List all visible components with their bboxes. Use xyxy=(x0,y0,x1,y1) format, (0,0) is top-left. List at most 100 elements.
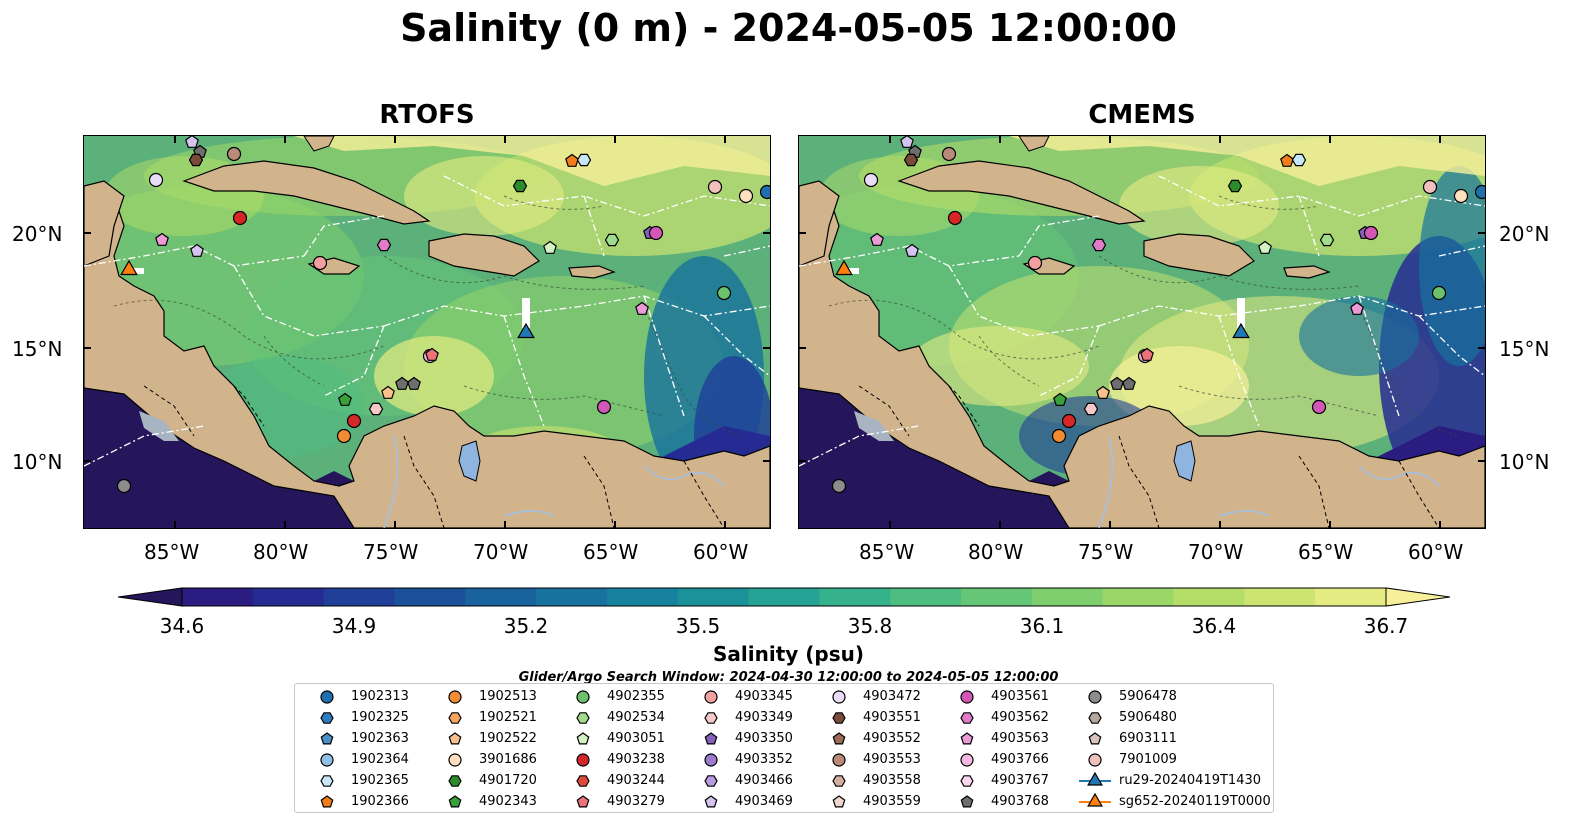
legend-marker xyxy=(960,732,974,745)
legend-label: 4902355 xyxy=(607,689,665,704)
float-marker-4901720 xyxy=(512,179,528,193)
legend-marker xyxy=(832,690,846,704)
lat-label-10n-left: 10°N xyxy=(12,450,63,474)
legend-marker xyxy=(960,775,974,787)
float-marker-4903562 xyxy=(1091,238,1107,252)
float-marker-7901009 xyxy=(707,179,723,195)
legend-label: 4903051 xyxy=(607,731,665,746)
legend-label: 4903561 xyxy=(991,689,1049,704)
float-marker-4903469 xyxy=(900,136,914,148)
glider-marker-ru29 xyxy=(1232,322,1250,339)
colorbar-segment xyxy=(252,588,325,606)
land-hispaniola xyxy=(428,233,540,277)
legend-marker xyxy=(1088,712,1102,724)
legend-marker xyxy=(704,712,718,724)
eez-boundary xyxy=(303,215,385,257)
country-border xyxy=(213,365,265,427)
bathymetry-contour xyxy=(113,299,385,360)
legend-marker xyxy=(704,775,718,787)
bathymetry-contour xyxy=(828,299,1100,360)
lon-label-85w-rtofs: 85°W xyxy=(144,540,200,564)
legend-marker xyxy=(704,753,718,767)
legend-label: 1902364 xyxy=(351,752,409,767)
eez-boundary xyxy=(1098,305,1300,327)
country-border xyxy=(858,385,910,437)
legend-marker xyxy=(576,775,590,787)
legend-marker xyxy=(320,795,334,808)
river xyxy=(1358,465,1440,487)
panel-title-cmems: CMEMS xyxy=(1088,100,1196,130)
country-border xyxy=(403,435,445,528)
legend-label: 4903766 xyxy=(991,752,1049,767)
float-marker-1902522 xyxy=(381,385,395,399)
float-marker-4903238 xyxy=(232,210,248,226)
colorbar-tick-label: 35.5 xyxy=(675,614,721,638)
legend-label: 4901720 xyxy=(479,773,537,788)
lon-label-65w-rtofs: 65°W xyxy=(583,540,639,564)
colorbar-segment xyxy=(890,588,962,606)
colorbar xyxy=(117,586,1451,610)
legend-label: sg652-20240119T0000 xyxy=(1119,794,1271,809)
float-marker-4903279 xyxy=(1140,347,1154,361)
legend-label: 4903469 xyxy=(735,794,793,809)
float-marker-4903551 xyxy=(188,153,204,167)
legend-marker xyxy=(1088,732,1102,745)
river xyxy=(643,465,725,487)
country-border xyxy=(928,365,980,427)
legend-marker xyxy=(832,753,846,767)
legend-marker xyxy=(448,712,462,724)
eez-boundary xyxy=(643,295,685,417)
legend-label: 6903111 xyxy=(1119,731,1177,746)
float-marker-4903349 xyxy=(1083,402,1099,416)
legend-marker xyxy=(832,795,846,808)
legend-label: 1902366 xyxy=(351,794,409,809)
colorbar-extend-min xyxy=(117,587,183,607)
legend-label: 4903551 xyxy=(863,710,921,725)
float-marker-4903561 xyxy=(1363,225,1379,241)
lon-label-70w-cmems: 70°W xyxy=(1188,540,1244,564)
eez-boundary xyxy=(503,315,545,427)
legend-label: 4903244 xyxy=(607,773,665,788)
legend-marker xyxy=(832,712,846,724)
legend-label: 4903553 xyxy=(863,752,921,767)
lat-label-20n-left: 20°N xyxy=(12,222,63,246)
eez-boundary xyxy=(443,175,770,217)
legend-label: 4903563 xyxy=(991,731,1049,746)
legend-label: 4903350 xyxy=(735,731,793,746)
colorbar-segment xyxy=(465,588,537,606)
float-marker-4901720 xyxy=(1227,179,1243,193)
country-border xyxy=(1118,435,1160,528)
eez-boundary xyxy=(948,265,1100,337)
bathymetry-contour xyxy=(978,335,1040,387)
legend-label: 4903352 xyxy=(735,752,793,767)
float-marker-4903768 xyxy=(407,376,421,390)
colorbar-segment xyxy=(606,588,679,606)
bathymetry-contour xyxy=(1218,195,1320,210)
float-marker-4903768 xyxy=(1110,376,1124,390)
legend-marker xyxy=(1088,690,1102,704)
eez-boundary xyxy=(1298,295,1485,317)
legend-marker xyxy=(448,795,462,808)
float-marker-4903563 xyxy=(1350,301,1364,315)
legend-marker xyxy=(320,690,334,704)
eez-boundary xyxy=(383,305,585,327)
eez-boundary xyxy=(799,425,920,467)
map-rtofs xyxy=(83,135,771,529)
float-marker-4903238 xyxy=(346,413,362,429)
float-marker-4903469 xyxy=(905,243,919,257)
legend-marker xyxy=(576,712,590,724)
colorbar-tick-label: 36.7 xyxy=(1363,614,1409,638)
float-marker-4903561 xyxy=(648,225,664,241)
float-marker-4903238 xyxy=(947,210,963,226)
legend-label: 5906478 xyxy=(1119,689,1177,704)
eez-boundary xyxy=(323,325,385,397)
float-marker-1902365 xyxy=(576,153,592,167)
glider-track xyxy=(522,298,530,328)
colorbar-segment xyxy=(1315,588,1387,606)
lake-nicaragua xyxy=(139,411,179,441)
colorbar-segment xyxy=(677,588,750,606)
lat-label-20n-right: 20°N xyxy=(1499,222,1550,246)
float-marker-3901686 xyxy=(738,188,754,204)
colorbar-segment xyxy=(1102,588,1175,606)
legend-marker xyxy=(960,690,974,704)
